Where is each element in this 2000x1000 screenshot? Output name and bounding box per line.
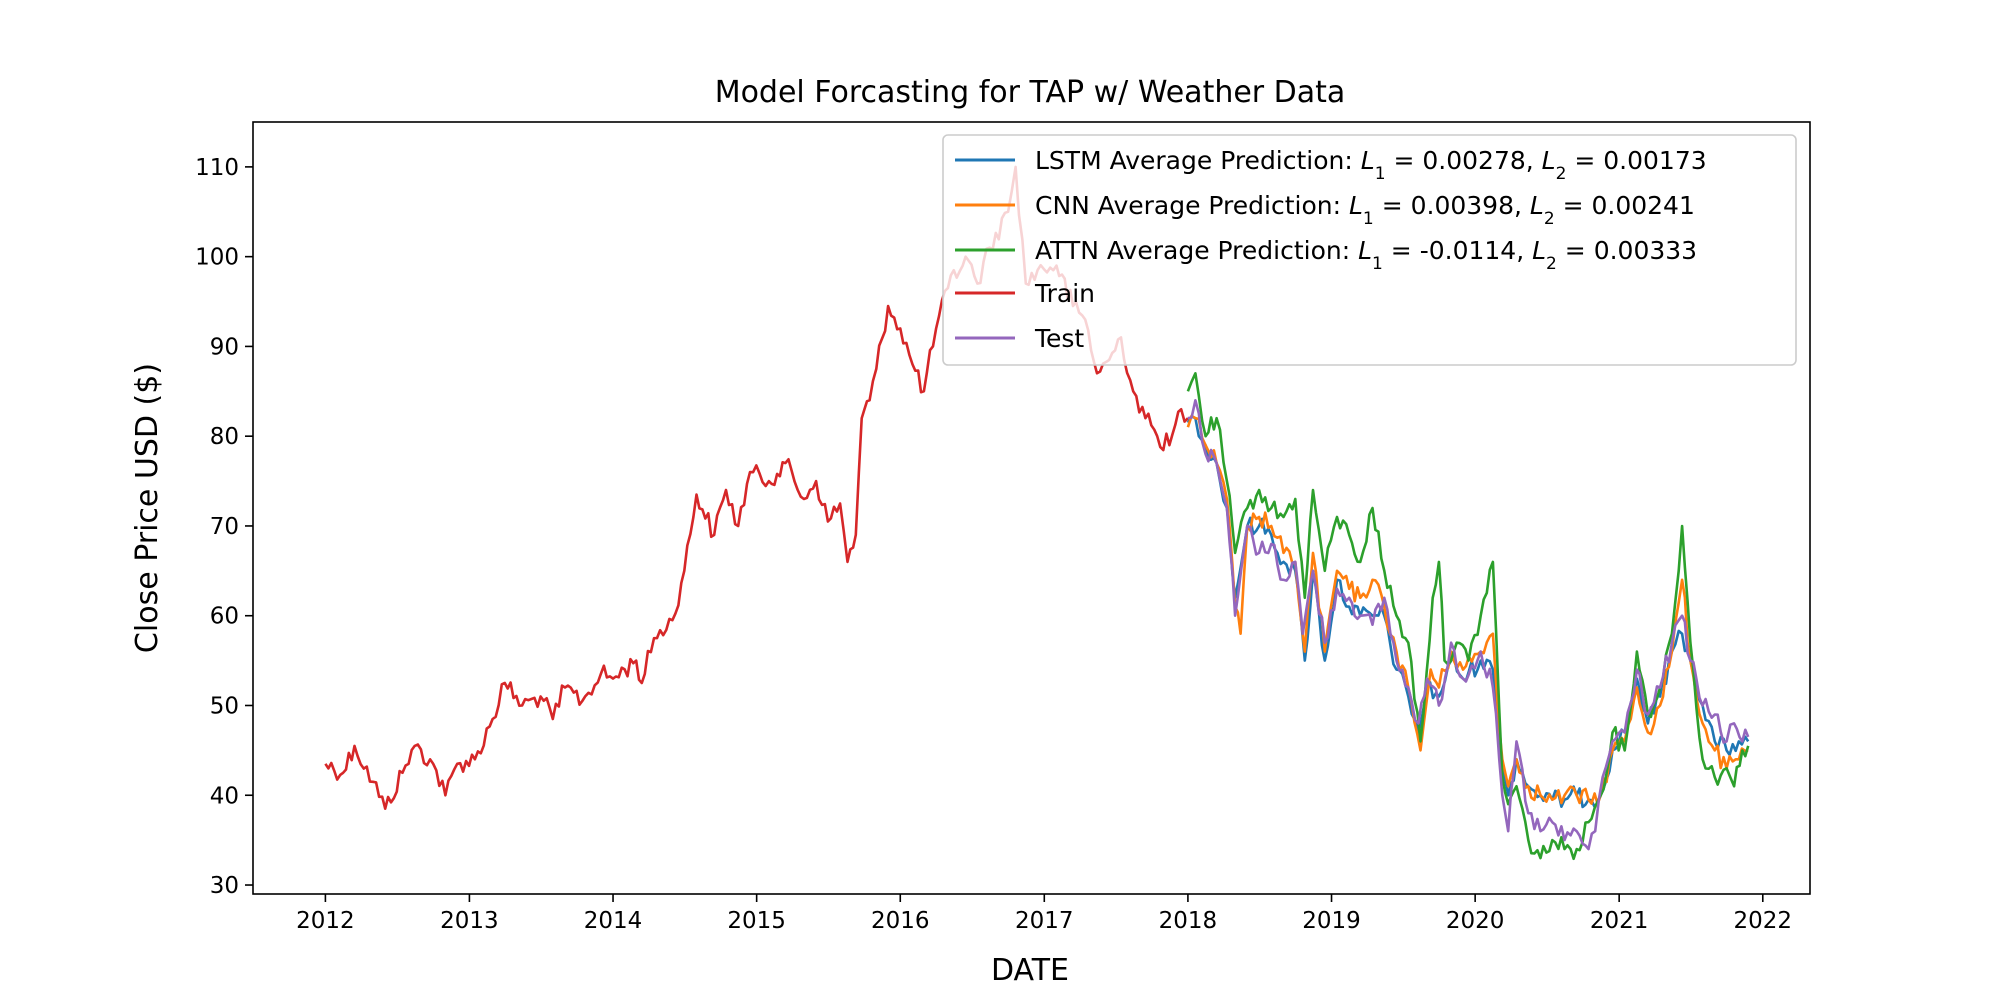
x-tick-label: 2020 [1446, 908, 1505, 934]
y-tick-label: 30 [210, 873, 239, 899]
x-tick-label: 2017 [1015, 908, 1074, 934]
x-tick-label: 2022 [1734, 908, 1793, 934]
x-tick-label: 2021 [1590, 908, 1649, 934]
series-line-test [1187, 399, 1750, 851]
x-tick-label: 2013 [440, 908, 499, 934]
legend-items: LSTM Average Prediction: L1 = 0.00278, L… [955, 146, 1707, 353]
legend-label-attn-average-prediction: ATTN Average Prediction: L1 = -0.0114, L… [1035, 236, 1697, 274]
legend: LSTM Average Prediction: L1 = 0.00278, L… [942, 134, 1797, 366]
y-tick-label: 70 [210, 514, 239, 540]
legend-label-train: Train [1034, 279, 1095, 308]
legend-label-test: Test [1034, 324, 1084, 353]
x-tick-label: 2015 [727, 908, 786, 934]
y-tick-label: 80 [210, 424, 239, 450]
chart-title: Model Forcasting for TAP w/ Weather Data [715, 75, 1346, 110]
y-axis-label: Close Price USD ($) [130, 363, 165, 653]
x-tick-label: 2016 [871, 908, 930, 934]
x-axis-label: DATE [991, 953, 1069, 988]
y-axis-ticks: 30 40 50 60 70 80 90 100 110 [195, 155, 253, 899]
y-tick-label: 40 [210, 783, 239, 809]
y-tick-label: 50 [210, 693, 239, 719]
legend-label-lstm-average-prediction: LSTM Average Prediction: L1 = 0.00278, L… [1035, 146, 1707, 184]
y-tick-label: 110 [195, 155, 239, 181]
x-tick-label: 2012 [296, 908, 355, 934]
legend-label-cnn-average-prediction: CNN Average Prediction: L1 = 0.00398, L2… [1035, 191, 1695, 229]
y-tick-label: 100 [195, 245, 239, 271]
x-tick-label: 2018 [1159, 908, 1218, 934]
legend-box [942, 134, 1797, 366]
y-tick-label: 60 [210, 604, 239, 630]
x-tick-label: 2019 [1302, 908, 1361, 934]
y-tick-label: 90 [210, 334, 239, 360]
x-tick-label: 2014 [584, 908, 643, 934]
axes-frame [252, 121, 1811, 895]
x-axis-ticks: 2012 2013 2014 2015 2016 2017 2018 2019 2020 2021… [296, 894, 1792, 934]
